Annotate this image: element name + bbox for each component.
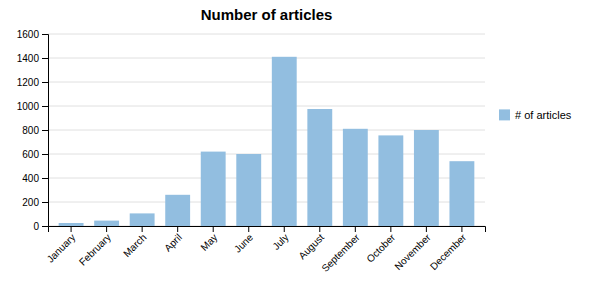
tick: December bbox=[428, 226, 469, 272]
tick: 1000 bbox=[17, 101, 48, 112]
tick: September bbox=[319, 226, 362, 274]
bar bbox=[59, 223, 84, 226]
tick-mark bbox=[390, 226, 391, 232]
legend-label: # of articles bbox=[515, 109, 572, 121]
bar bbox=[94, 221, 119, 226]
tick-mark bbox=[42, 226, 48, 227]
bar bbox=[236, 154, 261, 226]
tick-mark bbox=[177, 226, 178, 232]
legend-swatch bbox=[499, 109, 510, 120]
tick-mark bbox=[42, 130, 48, 131]
axis-line bbox=[42, 35, 49, 227]
tick-label: August bbox=[296, 232, 326, 262]
tick-mark bbox=[71, 226, 72, 232]
grid-line bbox=[48, 58, 485, 59]
tick-mark bbox=[248, 226, 249, 232]
tick: 1400 bbox=[17, 53, 48, 64]
tick: 1200 bbox=[17, 77, 48, 88]
tick: June bbox=[232, 226, 255, 255]
bar bbox=[378, 135, 403, 226]
legend: # of articles bbox=[499, 109, 572, 121]
tick: May bbox=[198, 226, 219, 253]
tick-label: October bbox=[364, 231, 397, 264]
bar bbox=[343, 129, 368, 226]
tick-label: May bbox=[198, 232, 219, 253]
tick-mark bbox=[42, 178, 48, 179]
tick-label: June bbox=[232, 231, 255, 254]
tick-label: 1200 bbox=[17, 77, 40, 88]
y-axis: 0 200 400 600 800 1000 1200 1400 1600 bbox=[17, 29, 49, 232]
bar bbox=[272, 57, 297, 226]
grid bbox=[48, 34, 485, 226]
bar bbox=[165, 195, 190, 226]
grid-line bbox=[48, 82, 485, 83]
tick-mark bbox=[42, 106, 48, 107]
tick-label: 1400 bbox=[17, 53, 40, 64]
tick-label: January bbox=[45, 232, 78, 265]
grid-line bbox=[48, 106, 485, 107]
tick-label: 1000 bbox=[17, 101, 40, 112]
tick: 400 bbox=[22, 173, 48, 184]
tick-mark bbox=[319, 226, 320, 232]
tick-label: December bbox=[428, 231, 469, 272]
chart: 0 200 400 600 800 1000 1200 1400 1600 JanuaryFebr… bbox=[0, 0, 600, 292]
tick: 1600 bbox=[17, 29, 48, 40]
x-axis: JanuaryFebruary March April May June July Augu… bbox=[45, 226, 486, 274]
tick-label: 400 bbox=[22, 173, 39, 184]
bar bbox=[201, 152, 226, 226]
tick-label: 800 bbox=[22, 125, 39, 136]
tick: 600 bbox=[22, 149, 48, 160]
tick-label: November bbox=[392, 231, 433, 272]
tick-mark bbox=[106, 226, 107, 232]
tick-mark bbox=[213, 226, 214, 232]
tick-mark bbox=[42, 58, 48, 59]
bar bbox=[307, 109, 332, 226]
bar bbox=[449, 161, 474, 226]
tick: 0 bbox=[33, 221, 48, 232]
plot: 0 200 400 600 800 1000 1200 1400 1600 JanuaryFebr… bbox=[17, 29, 486, 274]
tick-mark bbox=[42, 34, 48, 35]
tick: November bbox=[392, 226, 433, 272]
tick-mark bbox=[426, 226, 427, 232]
tick: April bbox=[162, 226, 184, 254]
tick-label: July bbox=[270, 232, 290, 252]
tick-mark bbox=[42, 82, 48, 83]
tick: July bbox=[270, 226, 290, 252]
tick: February bbox=[77, 226, 113, 268]
title: Number of articles bbox=[201, 6, 333, 23]
tick-mark bbox=[284, 226, 285, 232]
tick: January bbox=[45, 226, 78, 265]
tick: August bbox=[296, 226, 326, 261]
tick: 200 bbox=[22, 197, 48, 208]
tick-label: 1600 bbox=[17, 29, 40, 40]
tick-label: 600 bbox=[22, 149, 39, 160]
tick-mark bbox=[42, 154, 48, 155]
legend-item: # of articles bbox=[499, 109, 572, 121]
tick: 800 bbox=[22, 125, 48, 136]
bar bbox=[414, 130, 439, 226]
tick-label: 200 bbox=[22, 197, 39, 208]
grid-line bbox=[48, 34, 485, 35]
tick-mark bbox=[142, 226, 143, 232]
tick-mark bbox=[461, 226, 462, 232]
tick-label: February bbox=[77, 232, 113, 268]
tick-label: March bbox=[121, 232, 148, 259]
tick-label: 0 bbox=[33, 221, 39, 232]
tick: March bbox=[121, 226, 148, 259]
bars bbox=[59, 57, 475, 226]
tick-label: September bbox=[319, 231, 362, 274]
bar bbox=[130, 213, 155, 226]
tick: October bbox=[364, 226, 397, 265]
tick-label: April bbox=[162, 232, 184, 254]
tick-mark bbox=[42, 202, 48, 203]
axis-line bbox=[49, 227, 486, 233]
tick-mark bbox=[355, 226, 356, 232]
